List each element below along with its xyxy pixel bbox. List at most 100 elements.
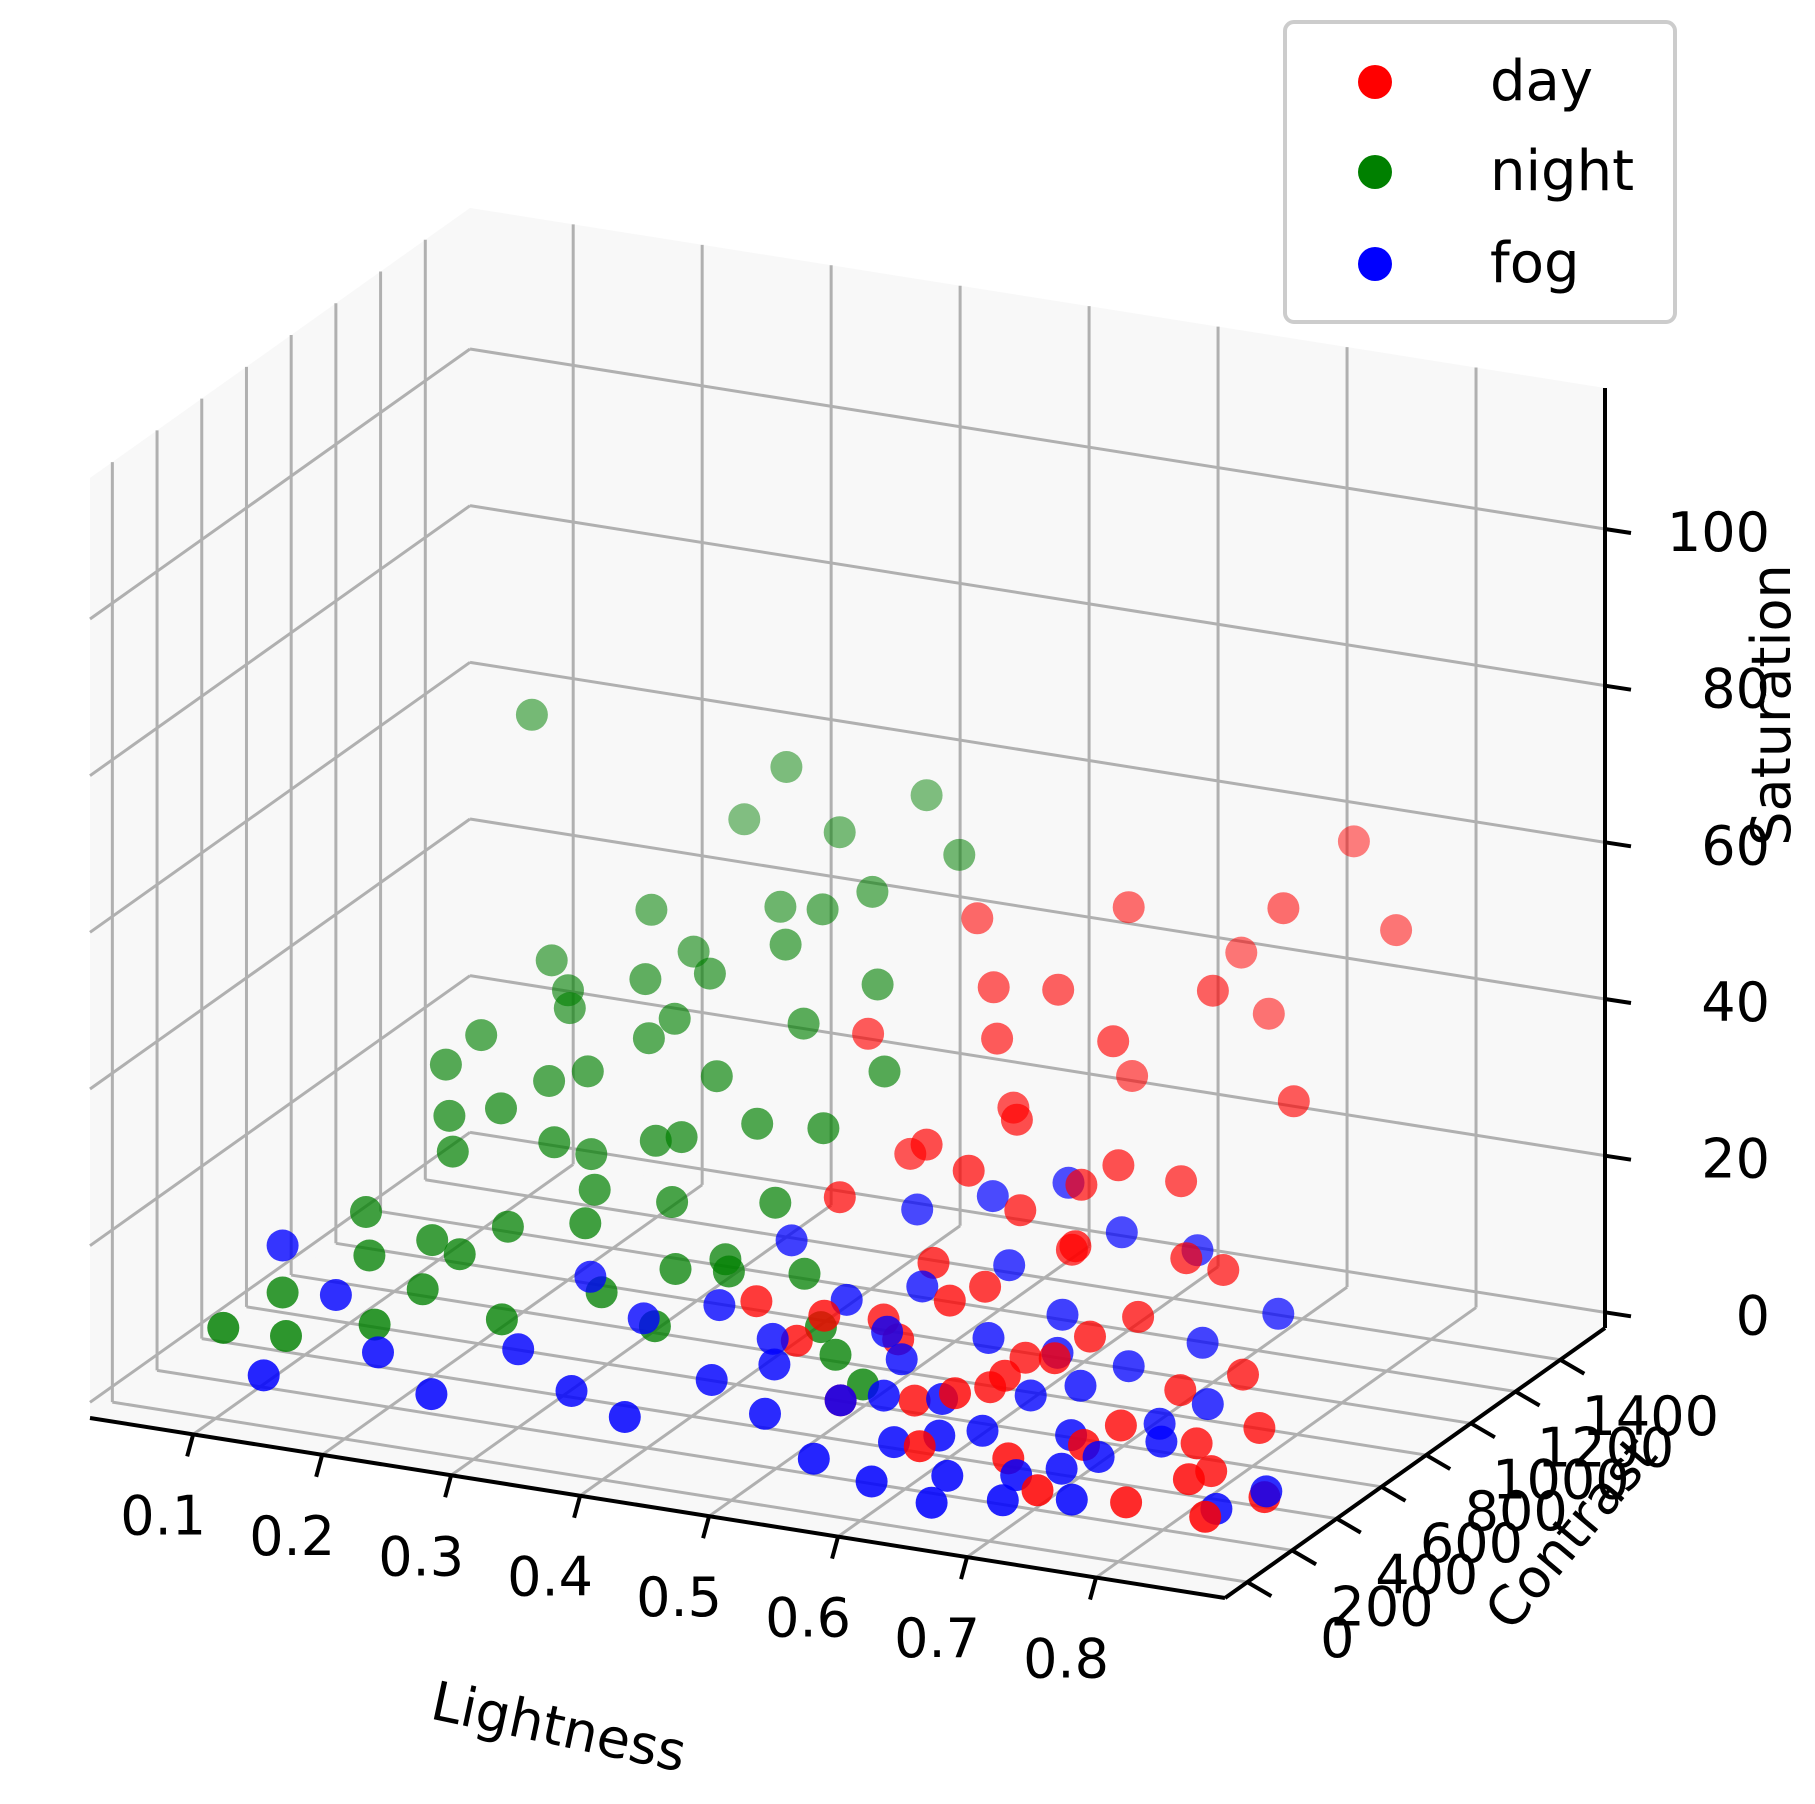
night-point: [350, 1196, 382, 1228]
x-tick-label: 0.4: [507, 1546, 593, 1609]
day-point: [961, 902, 994, 935]
floor-grid-y: [112, 1400, 1248, 1584]
day-point: [977, 971, 1010, 1004]
night-point: [575, 1138, 608, 1171]
night-point: [700, 1060, 733, 1093]
legend-label-day: day: [1490, 49, 1593, 114]
night-point: [856, 875, 889, 908]
day-point: [1116, 1060, 1149, 1092]
y-tick: [1246, 1580, 1273, 1598]
left-grid-z: [89, 817, 471, 1091]
x-tick: [830, 1536, 840, 1560]
y-tick-label: 1200: [1537, 1417, 1674, 1480]
day-point: [1112, 891, 1145, 924]
y-tick: [1291, 1548, 1318, 1567]
fog-point: [555, 1375, 588, 1407]
legend-label-fog: fog: [1490, 231, 1580, 296]
left-grid-z: [89, 347, 471, 621]
legend-marker-fog: [1358, 247, 1392, 281]
day-point: [823, 1181, 856, 1214]
back-grid-z: [469, 1130, 1606, 1314]
z-tick-label: 60: [1701, 814, 1770, 877]
back-grid-z: [469, 660, 1606, 844]
fog-point: [608, 1401, 641, 1433]
y-tick-label: 1000: [1492, 1448, 1629, 1511]
day-point: [1038, 1342, 1071, 1375]
night-point: [571, 1055, 604, 1088]
x-tick-label: 0.6: [765, 1587, 851, 1650]
fog-point: [1262, 1297, 1295, 1330]
day-point: [969, 1270, 1002, 1303]
fog-point: [1250, 1475, 1283, 1508]
day-point: [1225, 936, 1258, 969]
floor-grid-y: [156, 1368, 1293, 1552]
day-point: [898, 1384, 931, 1417]
night-point: [485, 1303, 518, 1336]
fog-point: [901, 1193, 934, 1226]
night-point: [861, 968, 894, 1001]
z-tick: [1604, 1153, 1632, 1162]
night-point: [943, 838, 976, 871]
x-tick: [1088, 1577, 1098, 1601]
night-point: [910, 779, 943, 812]
x-tick-label: 0.5: [636, 1566, 722, 1629]
legend: day night fog: [1283, 20, 1677, 324]
day-point: [1170, 1242, 1203, 1275]
z-tick-label: 0: [1736, 1284, 1770, 1347]
night-point: [553, 992, 586, 1025]
floor-grid-x: [450, 1204, 833, 1477]
night-point: [741, 1107, 774, 1140]
fog-point: [1082, 1441, 1115, 1473]
day-point: [1000, 1103, 1033, 1136]
fog-point: [797, 1442, 830, 1475]
night-point: [759, 1186, 792, 1219]
day-point: [780, 1324, 813, 1357]
day-point: [1059, 1230, 1092, 1263]
day-point: [1180, 1427, 1213, 1460]
day-point: [1009, 1341, 1042, 1374]
fog-point: [574, 1260, 607, 1293]
day-point: [903, 1430, 936, 1463]
legend-marker-night: [1358, 155, 1392, 189]
day-point: [1189, 1500, 1222, 1533]
night-point: [639, 1124, 672, 1157]
day-point: [1122, 1300, 1155, 1333]
night-point: [433, 1099, 466, 1132]
night-point: [535, 944, 568, 977]
night-point: [823, 816, 856, 849]
night-point: [358, 1308, 391, 1341]
day-point: [1252, 997, 1285, 1030]
day-point: [1042, 973, 1075, 1006]
y-tick: [1380, 1485, 1407, 1503]
fog-point: [931, 1459, 964, 1492]
z-tick: [1604, 997, 1632, 1005]
fog-point: [966, 1414, 999, 1447]
z-axis-label: Saturation: [1740, 564, 1803, 846]
night-point: [819, 1338, 852, 1371]
fog-point: [976, 1180, 1009, 1213]
night-point: [436, 1135, 469, 1168]
x-tick-label: 0.3: [378, 1525, 464, 1588]
z-tick: [1604, 840, 1632, 849]
fog-point: [871, 1315, 904, 1348]
day-point: [910, 1128, 943, 1161]
x-tick: [314, 1454, 325, 1478]
floor-grid-x: [1095, 1306, 1477, 1579]
day-point: [1102, 1149, 1135, 1182]
axes-layer: 0.1 0.2 0.3 0.4 0.5 0.6 0.7 0.8 0200400600800100…: [89, 388, 1770, 1691]
y-tick: [1425, 1453, 1452, 1471]
left-pane: [90, 208, 470, 1418]
night-point: [538, 1126, 571, 1159]
z-tick-label: 100: [1667, 501, 1770, 564]
fog-point: [415, 1378, 448, 1411]
z-tick: [1604, 527, 1632, 535]
night-point: [429, 1048, 462, 1081]
night-point: [635, 893, 668, 926]
night-point: [659, 1253, 692, 1285]
fog-point: [247, 1359, 280, 1392]
x-tick-label: 0.2: [249, 1505, 335, 1568]
day-point: [939, 1377, 971, 1410]
back-grid-z: [469, 817, 1606, 1001]
night-point: [465, 1019, 498, 1052]
